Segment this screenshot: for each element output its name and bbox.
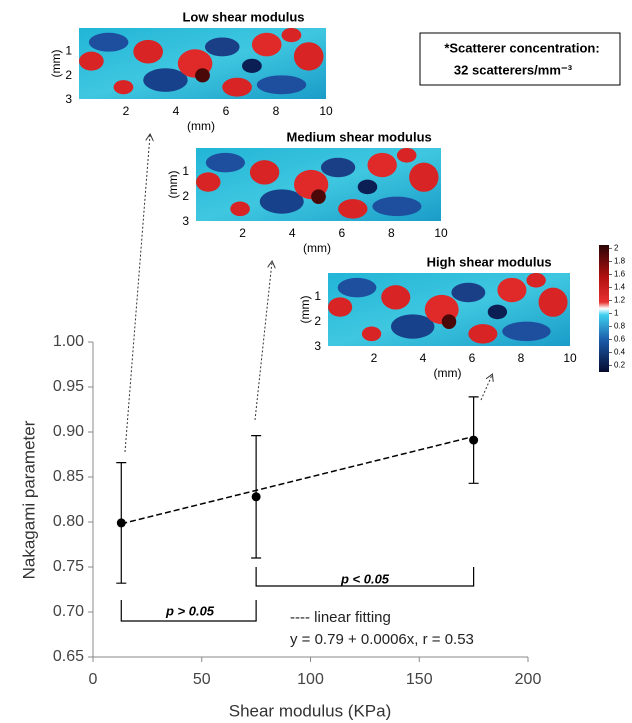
inset-x-tick-label: 8 xyxy=(273,104,280,118)
inset-x-tick-label: 6 xyxy=(223,104,230,118)
y-tick-label: 1.00 xyxy=(53,333,84,350)
colorbar xyxy=(599,245,609,372)
x-tick-label: 100 xyxy=(297,671,324,688)
point xyxy=(469,436,478,445)
y-tick-label: 0.90 xyxy=(53,423,84,440)
colorbar-tick-label: 1 xyxy=(614,308,619,317)
heatmap xyxy=(79,28,326,99)
fit-line xyxy=(121,437,473,524)
p-annotation: p > 0.05 xyxy=(165,603,215,618)
chart: *Scatterer concentration: 32 scatterers/… xyxy=(0,0,632,723)
inset-x-tick-label: 10 xyxy=(563,351,577,365)
y-tick-label: 0.95 xyxy=(53,378,84,395)
inset-x-tick-label: 10 xyxy=(434,226,448,240)
y-axis-title: Nakagami parameter xyxy=(19,420,38,579)
inset-x-tick-label: 4 xyxy=(420,351,427,365)
y-tick-label: 0.85 xyxy=(53,468,84,485)
inset-x-tick-label: 6 xyxy=(338,226,345,240)
inset-y-tick-label: 3 xyxy=(182,214,189,228)
heatmap xyxy=(196,148,441,221)
colorbar-tick-label: 2 xyxy=(614,243,619,252)
note-value: 32 scatterers/mm⁻³ xyxy=(454,62,573,77)
x-tick-label: 150 xyxy=(406,671,433,688)
inset-x-tick-label: 4 xyxy=(173,104,180,118)
inset-x-label: (mm) xyxy=(187,119,215,133)
inset-x-tick-label: 8 xyxy=(518,351,525,365)
fit-equation: y = 0.79 + 0.0006x, r = 0.53 xyxy=(290,631,474,648)
y-tick-label: 0.80 xyxy=(53,513,84,530)
inset-y-tick-label: 1 xyxy=(65,44,72,58)
inset-x-tick-label: 2 xyxy=(371,351,378,365)
inset-x-tick-label: 2 xyxy=(239,226,246,240)
colorbar-tick-label: 1.6 xyxy=(614,269,626,278)
point xyxy=(252,492,261,501)
inset-x-tick-label: 8 xyxy=(388,226,395,240)
x-tick-label: 200 xyxy=(515,671,542,688)
inset-y-tick-label: 3 xyxy=(314,339,321,353)
inset-y-tick-label: 2 xyxy=(65,68,72,82)
p-annotation: p < 0.05 xyxy=(340,571,390,586)
colorbar-tick-label: 1.2 xyxy=(614,295,626,304)
inset-y-tick-label: 1 xyxy=(182,164,189,178)
inset-title: Medium shear modulus xyxy=(287,129,432,144)
inset-y-label: (mm) xyxy=(166,171,180,199)
inset-y-label: (mm) xyxy=(298,296,312,324)
inset-y-tick-label: 2 xyxy=(314,314,321,328)
x-tick-label: 0 xyxy=(89,671,98,688)
inset-x-tick-label: 10 xyxy=(319,104,333,118)
y-tick-label: 0.70 xyxy=(53,603,84,620)
inset-x-tick-label: 6 xyxy=(469,351,476,365)
inset-title: Low shear modulus xyxy=(182,9,304,24)
inset-x-tick-label: 2 xyxy=(123,104,130,118)
inset-title: High shear modulus xyxy=(427,254,552,269)
inset-y-label: (mm) xyxy=(49,50,63,78)
arrow xyxy=(125,135,150,452)
inset-y-tick-label: 1 xyxy=(314,289,321,303)
inset-y-tick-label: 3 xyxy=(65,92,72,106)
inset-x-label: (mm) xyxy=(434,366,462,380)
colorbar-tick-label: 0.2 xyxy=(614,361,626,370)
arrow xyxy=(255,262,272,420)
colorbar-tick-label: 1.8 xyxy=(614,256,626,265)
inset-y-tick-label: 2 xyxy=(182,189,189,203)
note-title: *Scatterer concentration: xyxy=(444,40,599,55)
x-tick-label: 50 xyxy=(193,671,211,688)
fit-legend: ---- linear fitting xyxy=(290,609,391,626)
heatmap xyxy=(328,273,570,346)
colorbar-tick-label: 0.8 xyxy=(614,322,626,331)
inset-x-tick-label: 4 xyxy=(289,226,296,240)
inset-x-label: (mm) xyxy=(303,241,331,255)
colorbar-tick-label: 0.6 xyxy=(614,335,626,344)
point xyxy=(117,518,126,527)
x-axis-title: Shear modulus (KPa) xyxy=(229,701,392,720)
arrow xyxy=(481,375,492,400)
colorbar-tick-label: 1.4 xyxy=(614,282,626,291)
y-tick-label: 0.65 xyxy=(53,648,84,665)
colorbar-tick-label: 0.4 xyxy=(614,348,626,357)
y-tick-label: 0.75 xyxy=(53,558,84,575)
